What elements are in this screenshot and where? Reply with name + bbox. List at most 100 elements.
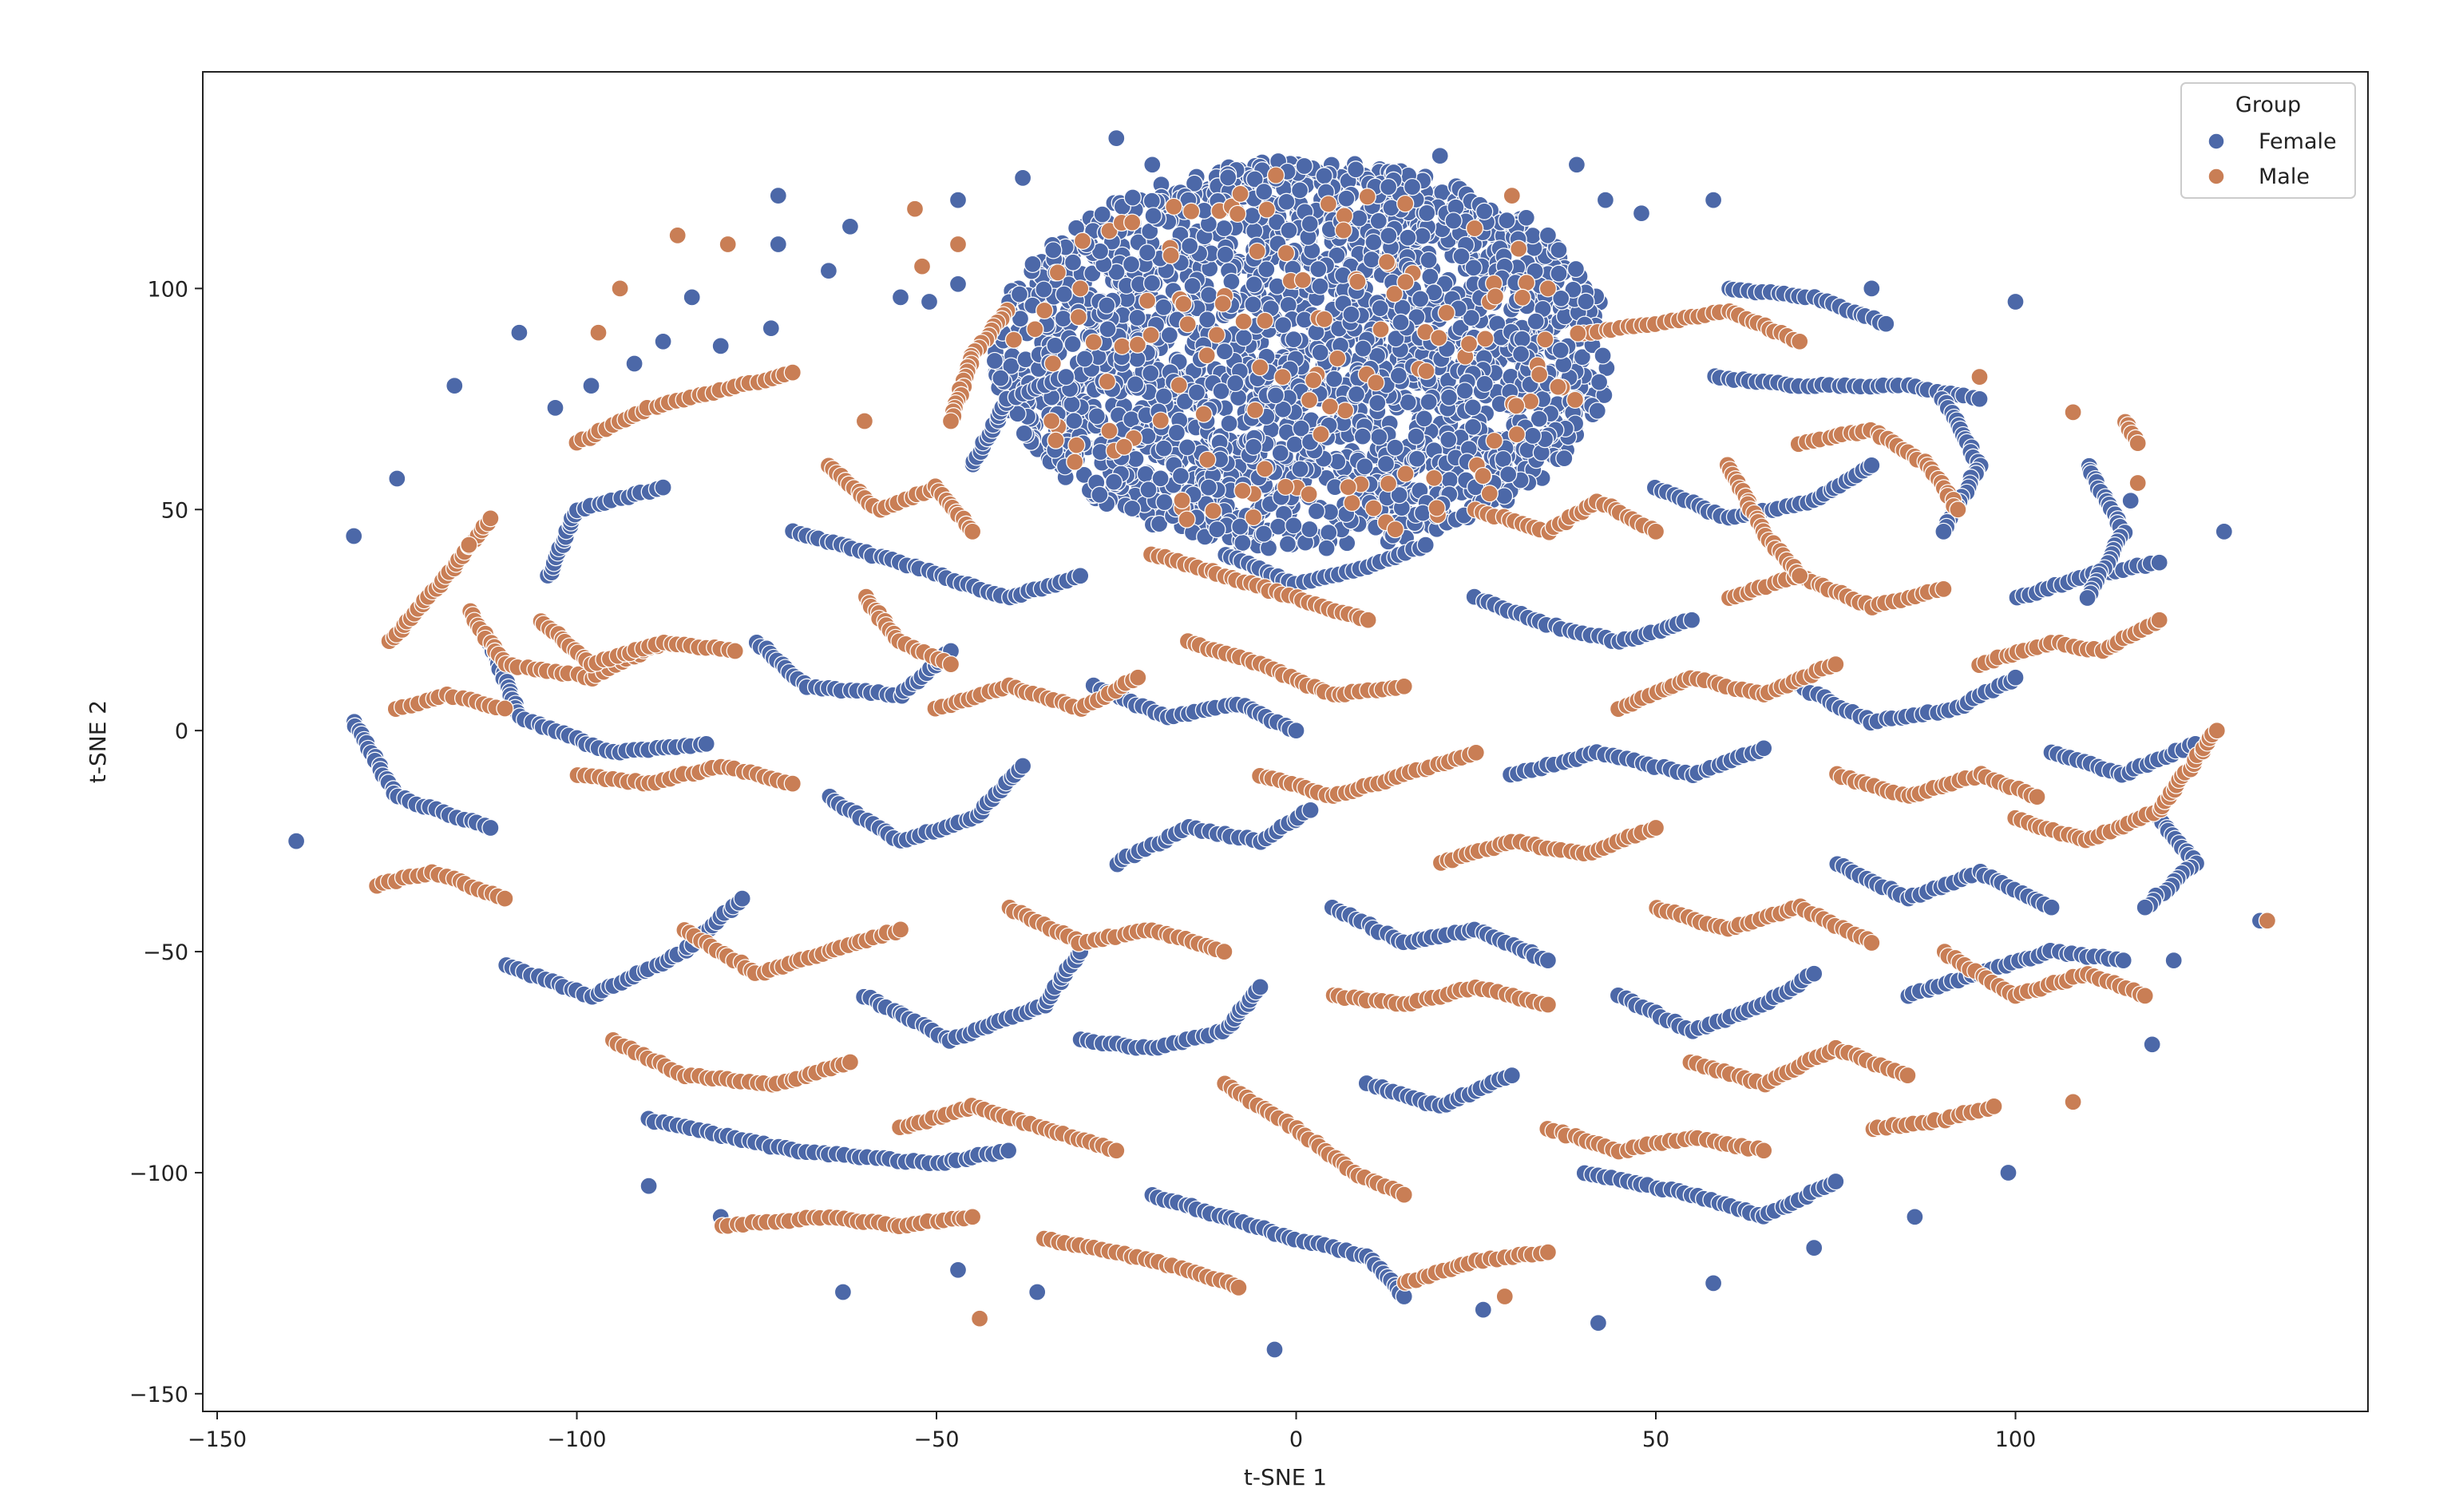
point-male	[611, 279, 629, 298]
point-female	[683, 288, 701, 307]
point-female	[1369, 212, 1388, 230]
point-female	[1356, 457, 1374, 476]
point-male	[481, 509, 500, 528]
point-female	[1805, 964, 1823, 983]
point-male	[1538, 995, 1558, 1014]
point-male	[2028, 788, 2046, 806]
point-male	[1486, 287, 1505, 306]
point-male	[726, 642, 744, 660]
point-male	[1229, 1278, 1248, 1297]
point-male	[1427, 499, 1446, 517]
point-male	[1026, 320, 1044, 338]
point-female	[1399, 228, 1417, 247]
point-female	[1216, 245, 1234, 264]
point-female	[769, 186, 787, 205]
point-female	[999, 1142, 1018, 1160]
point-male	[1066, 453, 1084, 471]
point-female	[1513, 330, 1531, 348]
point-female	[1013, 757, 1032, 775]
point-female	[1278, 535, 1297, 553]
point-male	[1321, 398, 1340, 416]
point-female	[1523, 426, 1542, 445]
point-male	[1178, 315, 1197, 334]
point-female	[1143, 156, 1162, 174]
point-male	[2128, 473, 2147, 493]
point-male	[1182, 202, 1201, 220]
point-male	[1970, 367, 1989, 386]
point-female	[1107, 129, 1126, 148]
x-tick-label: −100	[547, 1427, 606, 1452]
point-male	[1234, 312, 1253, 331]
point-male	[1042, 412, 1061, 430]
point-male	[1273, 368, 1292, 386]
point-female	[1087, 407, 1106, 425]
point-male	[1113, 337, 1131, 355]
point-female	[1154, 298, 1173, 317]
x-tick-label: 50	[1642, 1427, 1669, 1452]
point-male	[1863, 933, 1881, 952]
point-female	[2164, 951, 2183, 970]
point-female	[1347, 385, 1366, 403]
point-female	[1455, 382, 1474, 400]
point-male	[1495, 1287, 1514, 1306]
point-male	[1396, 194, 1415, 213]
point-male	[1256, 311, 1274, 330]
point-female	[1317, 539, 1336, 557]
point-female	[1354, 339, 1372, 358]
point-male	[1047, 431, 1065, 449]
point-female	[1122, 255, 1141, 274]
point-female	[1386, 438, 1404, 457]
point-female	[445, 377, 464, 395]
point-female	[1280, 221, 1298, 239]
point-female	[1315, 167, 1333, 185]
point-female	[1015, 424, 1033, 443]
point-male	[1513, 288, 1532, 307]
point-female	[1054, 309, 1072, 328]
point-female	[1013, 168, 1032, 188]
point-male	[1129, 668, 1147, 687]
point-female	[1511, 345, 1530, 363]
point-male	[1315, 310, 1333, 329]
point-female	[1444, 212, 1463, 230]
point-female	[1071, 567, 1090, 585]
y-tick-label: −50	[143, 940, 188, 965]
point-male	[1248, 242, 1266, 261]
point-male	[1467, 743, 1485, 762]
x-tick-label: 100	[1995, 1427, 2037, 1452]
point-female	[1198, 311, 1217, 329]
point-female	[762, 319, 780, 338]
point-male	[2136, 987, 2154, 1005]
point-female	[1906, 1208, 1924, 1226]
point-female	[1301, 801, 1320, 819]
scatter-points	[287, 129, 2277, 1359]
point-female	[1566, 259, 1586, 279]
point-female	[1144, 207, 1162, 225]
point-female	[1337, 189, 1356, 208]
point-female	[1368, 394, 1387, 412]
point-female	[1285, 517, 1303, 535]
point-male	[970, 1309, 989, 1328]
point-female	[1463, 398, 1482, 417]
point-female	[833, 1283, 853, 1301]
point-male	[1162, 246, 1180, 265]
point-male	[913, 257, 932, 275]
point-female	[1271, 444, 1289, 462]
point-female	[1309, 259, 1328, 279]
point-male	[1646, 818, 1665, 837]
point-female	[1219, 168, 1237, 187]
point-male	[1459, 334, 1479, 353]
point-female	[1063, 253, 1083, 271]
point-male	[1755, 1142, 1773, 1160]
point-female	[2006, 292, 2025, 311]
point-female	[1863, 456, 1881, 475]
point-female	[1551, 341, 1570, 359]
point-male	[1395, 677, 1413, 695]
point-male	[1138, 291, 1157, 310]
point-male	[1536, 331, 1554, 349]
point-female	[1877, 315, 1895, 333]
point-female	[1266, 386, 1285, 405]
point-female	[1160, 326, 1179, 344]
point-female	[1474, 1300, 1492, 1319]
point-male	[1949, 501, 1967, 519]
point-male	[1277, 243, 1296, 263]
